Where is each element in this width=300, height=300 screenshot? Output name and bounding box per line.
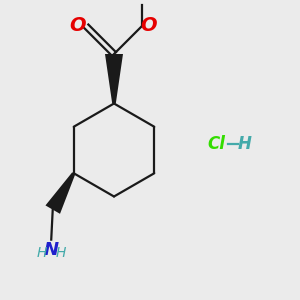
Text: O: O: [70, 16, 86, 35]
Text: N: N: [44, 241, 59, 259]
Text: O: O: [140, 16, 157, 35]
Text: H: H: [238, 135, 251, 153]
Polygon shape: [105, 54, 123, 104]
Polygon shape: [46, 172, 75, 214]
Text: Cl: Cl: [207, 135, 225, 153]
Text: H: H: [56, 246, 66, 260]
Text: H: H: [36, 246, 47, 260]
